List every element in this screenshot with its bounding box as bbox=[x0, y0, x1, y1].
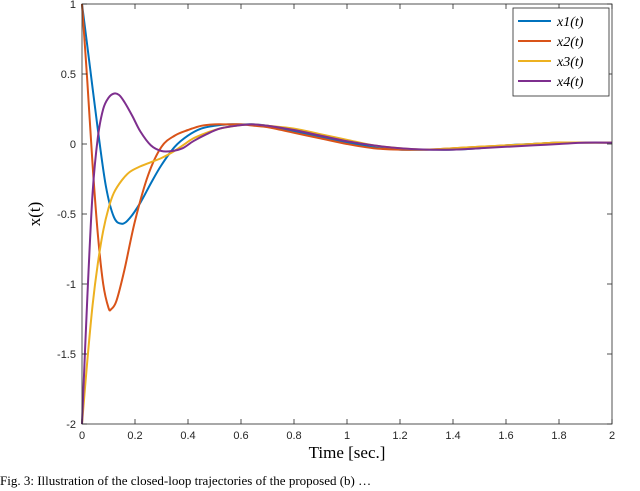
x-tick-label: 1 bbox=[344, 430, 350, 442]
y-tick-label: 0 bbox=[70, 139, 76, 151]
series-line-x4 bbox=[81, 92, 613, 425]
series-layer bbox=[81, 3, 613, 425]
y-axis-label: x(t) bbox=[25, 202, 44, 227]
y-tick-label: 0.5 bbox=[61, 69, 76, 81]
x-tick-label: 0.8 bbox=[286, 430, 301, 442]
legend-label-x3: x3(t) bbox=[556, 55, 584, 70]
x-tick-label: 2 bbox=[609, 430, 615, 442]
y-tick-label: -1 bbox=[66, 279, 76, 291]
legend-label-x4: x4(t) bbox=[556, 75, 584, 90]
x-tick-label: 1.6 bbox=[498, 430, 513, 442]
x-tick-label: 1.8 bbox=[551, 430, 566, 442]
y-tick-label: -1.5 bbox=[57, 349, 76, 361]
y-tick-label: -0.5 bbox=[57, 209, 76, 221]
x-tick-label: 0 bbox=[79, 430, 85, 442]
legend-label-x1: x1(t) bbox=[556, 15, 584, 30]
y-tick-label: 1 bbox=[70, 0, 76, 11]
x-tick-label: 1.4 bbox=[445, 430, 460, 442]
x-tick-label: 0.2 bbox=[127, 430, 142, 442]
figure-caption: Fig. 3: Illustration of the closed-loop … bbox=[0, 473, 372, 488]
x-axis-label: Time [sec.] bbox=[309, 443, 386, 462]
x-tick-label: 0.4 bbox=[180, 430, 195, 442]
x-tick-label: 1.2 bbox=[392, 430, 407, 442]
line-chart: 0 0.2 0.4 0.6 0.8 1 1.2 1.4 1.6 1.8 2 1 0.5 0 -0.5 -1 -1… bbox=[25, 0, 615, 462]
tick-layer: 0 0.2 0.4 0.6 0.8 1 1.2 1.4 1.6 1.8 2 1 0.5 0 -0.5 -1 -1… bbox=[57, 0, 615, 442]
legend-label-x2: x2(t) bbox=[556, 35, 584, 50]
x-tick-label: 0.6 bbox=[233, 430, 248, 442]
y-tick-label: -2 bbox=[66, 419, 76, 431]
legend: x1(t) x2(t) x3(t) x4(t) bbox=[512, 7, 610, 97]
